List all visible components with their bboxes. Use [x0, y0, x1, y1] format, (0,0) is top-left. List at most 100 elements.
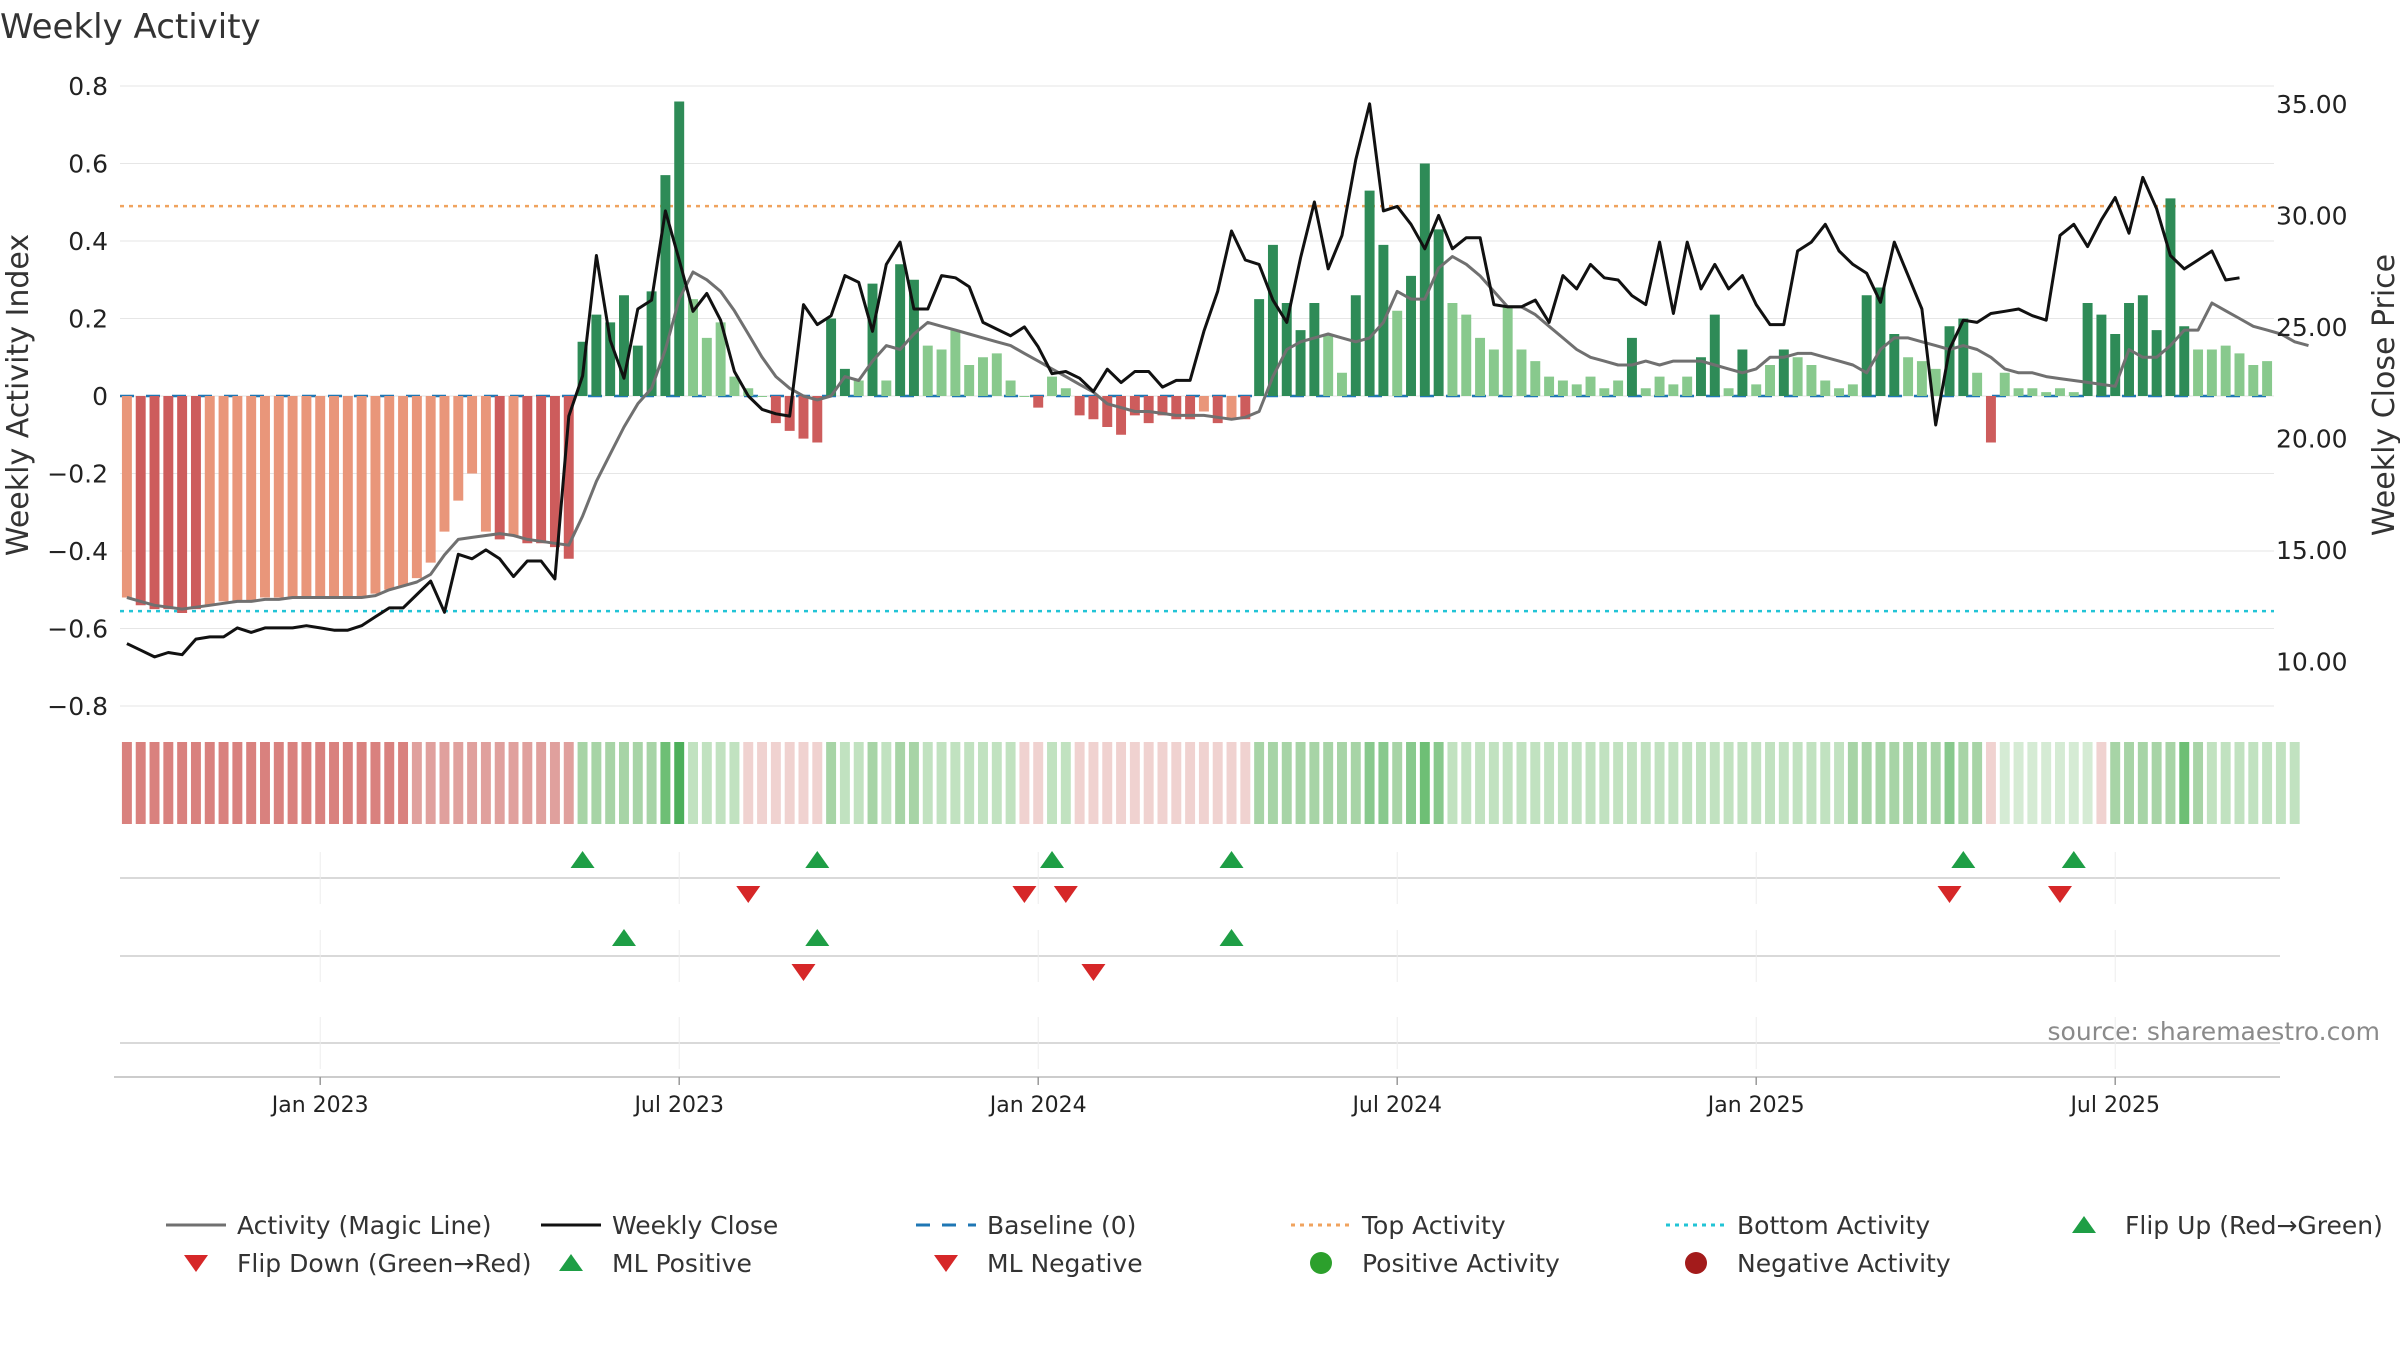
activity-bar: [2220, 345, 2231, 396]
strip-cell: [701, 742, 712, 824]
activity-bar: [660, 175, 671, 396]
flip-down-marker: [1053, 886, 1078, 903]
strip-cell: [453, 742, 464, 824]
strip-cell: [177, 742, 188, 824]
strip-cell: [2041, 742, 2052, 824]
strip-cell: [1944, 742, 1955, 824]
strip-cell: [2096, 742, 2107, 824]
activity-bar: [922, 345, 933, 396]
strip-cell: [1668, 742, 1679, 824]
activity-bar: [2082, 303, 2093, 396]
strip-cell: [1019, 742, 1030, 824]
activity-bar: [1461, 314, 1472, 396]
strip-cell: [743, 742, 754, 824]
activity-bar: [1185, 396, 1196, 420]
activity-bar: [1516, 349, 1527, 396]
strip-cell: [1447, 742, 1458, 824]
strip-cell: [246, 742, 257, 824]
activity-bar: [1985, 396, 1996, 443]
activity-bar: [2096, 314, 2107, 396]
strip-cell: [1958, 742, 1969, 824]
flip-up-marker: [1040, 851, 1065, 868]
strip-cell: [1392, 742, 1403, 824]
activity-bar: [591, 314, 602, 396]
activity-color-strip: [121, 742, 2300, 824]
legend-label: Baseline (0): [987, 1211, 1136, 1240]
strip-cell: [1723, 742, 1734, 824]
legend-swatch: [934, 1255, 958, 1272]
right-tick-label: 20.00: [2276, 424, 2348, 453]
activity-bar: [204, 396, 215, 606]
strip-cell: [536, 742, 547, 824]
strip-cell: [1240, 742, 1251, 824]
activity-bar: [1903, 357, 1914, 396]
activity-bar: [1143, 396, 1154, 424]
activity-bar: [273, 396, 284, 598]
strip-cell: [1226, 742, 1237, 824]
strip-cell: [577, 742, 588, 824]
activity-bar: [1972, 372, 1983, 396]
activity-bar: [536, 396, 547, 544]
strip-cell: [301, 742, 312, 824]
activity-bar: [1447, 303, 1458, 396]
activity-bar: [135, 396, 146, 606]
strip-cell: [784, 742, 795, 824]
strip-cell: [260, 742, 270, 824]
strip-cell: [619, 742, 629, 824]
ml-negative-marker: [1081, 964, 1106, 981]
activity-bar: [619, 295, 629, 396]
strip-cell: [1557, 742, 1568, 824]
activity-bar: [453, 396, 464, 501]
activity-bar: [149, 396, 160, 610]
strip-cell: [2234, 742, 2245, 824]
x-tick-label: Jul 2023: [632, 1093, 724, 1118]
activity-bar: [1088, 396, 1099, 420]
activity-bar: [177, 396, 188, 613]
activity-bar: [1309, 303, 1320, 396]
activity-bar: [163, 396, 174, 610]
strip-cell: [2220, 742, 2231, 824]
left-axis-label: Weekly Activity Index: [1, 234, 36, 556]
legend-swatch: [184, 1255, 208, 1272]
strip-cell: [1806, 742, 1817, 824]
strip-cell: [1640, 742, 1651, 824]
activity-bar: [2248, 365, 2259, 396]
activity-bar: [190, 396, 201, 610]
activity-bar: [978, 357, 988, 396]
strip-cell: [2165, 742, 2176, 824]
activity-bar: [2041, 392, 2052, 396]
activity-bar: [370, 396, 381, 594]
activity-bar: [467, 396, 478, 474]
strip-cell: [1682, 742, 1693, 824]
activity-bar: [2151, 330, 2162, 396]
activity-bar: [743, 388, 754, 396]
x-axis: Jan 2023 Jul 2023 Jan 2024 Jul 2024 Jan 2025…: [114, 1076, 2280, 1118]
strip-cell: [384, 742, 395, 824]
activity-bar: [646, 291, 657, 396]
strip-cell: [632, 742, 643, 824]
x-tick-label: Jan 2024: [988, 1093, 1087, 1118]
activity-bar: [757, 396, 768, 397]
strip-cell: [2275, 742, 2286, 824]
activity-bar: [439, 396, 450, 532]
strip-cell: [1212, 742, 1223, 824]
activity-bar: [1502, 306, 1513, 396]
activity-bar: [1834, 388, 1845, 396]
legend-label: Top Activity: [1361, 1211, 1506, 1240]
activity-bar: [1240, 396, 1251, 420]
activity-bar: [1944, 326, 1955, 396]
activity-bar: [1116, 396, 1127, 435]
x-tick-label: Jul 2025: [2068, 1093, 2160, 1118]
strip-cell: [1185, 742, 1196, 824]
strip-cell: [356, 742, 367, 824]
activity-bar: [674, 101, 685, 396]
strip-cell: [839, 742, 850, 824]
strip-cell: [798, 742, 809, 824]
activity-bar: [121, 396, 132, 598]
legend-label: Bottom Activity: [1737, 1211, 1930, 1240]
activity-bar: [1530, 361, 1541, 396]
strip-cell: [1157, 742, 1168, 824]
legend-swatch: [1310, 1252, 1332, 1274]
activity-bar: [812, 396, 823, 443]
